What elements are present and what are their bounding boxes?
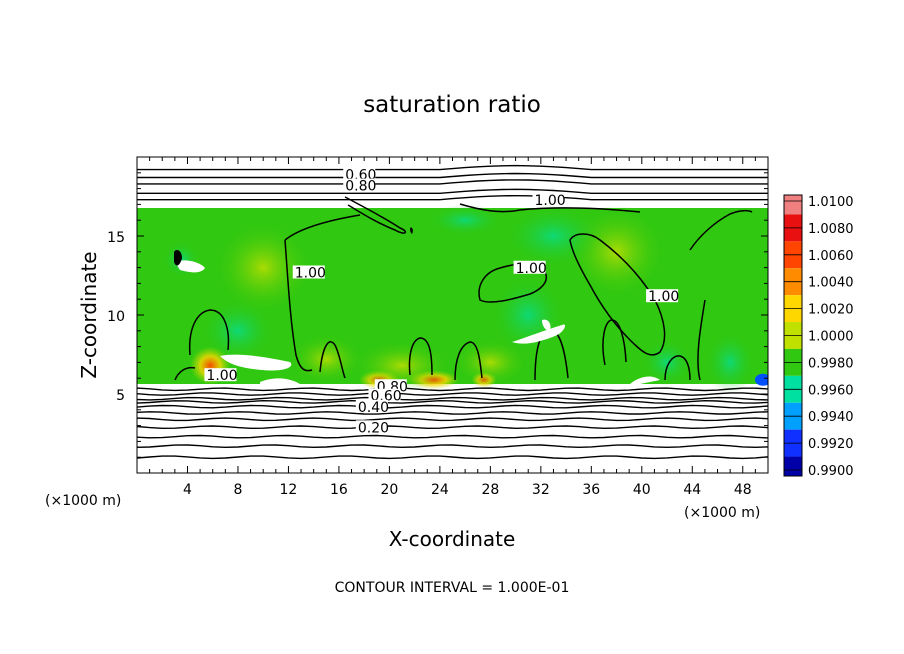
contour-line xyxy=(137,179,768,185)
white-patches xyxy=(175,260,660,386)
plot-area xyxy=(137,164,768,460)
field-blob xyxy=(452,338,529,387)
contour-path xyxy=(344,196,641,234)
contour-lines xyxy=(137,164,768,460)
x-tick-label: 40 xyxy=(633,482,651,498)
x-axis-ticks: 4 8 12 16 20 24 28 32 36 40 44 48 xyxy=(183,482,752,498)
y-tick-label: 10 xyxy=(107,309,125,325)
contour-label: 1.00 xyxy=(535,193,566,209)
colorbar-label: 1.0080 xyxy=(808,222,854,237)
field-blob xyxy=(704,330,756,394)
x-tick-label: 12 xyxy=(280,482,298,498)
x-tick-label: 8 xyxy=(233,482,242,498)
x-tick-label: 24 xyxy=(431,482,449,498)
y-unit-label: (×1000 m) xyxy=(45,493,121,509)
contour-line xyxy=(137,404,768,409)
contour-label-bg xyxy=(292,265,325,279)
colorbar-label: 0.9960 xyxy=(808,383,854,398)
contour-line xyxy=(137,387,768,392)
field-blob xyxy=(288,333,365,385)
contour-label: 0.40 xyxy=(358,400,389,416)
contour-line xyxy=(137,194,768,201)
field-blob xyxy=(427,204,503,236)
x-tick-label: 48 xyxy=(734,482,752,498)
contour-line xyxy=(137,399,768,404)
x-tick-label: 36 xyxy=(582,482,600,498)
contour-label: 0.80 xyxy=(345,179,376,195)
y-axis-label: Z-coordinate xyxy=(77,251,101,378)
colorbar-label: 0.9980 xyxy=(808,356,854,371)
contour-label: 1.00 xyxy=(206,368,237,384)
contour-line xyxy=(137,396,768,401)
contour-label: 1.00 xyxy=(648,289,679,305)
colorbar-label: 1.0040 xyxy=(808,276,854,291)
field-blob xyxy=(641,338,693,387)
contour-label-bg xyxy=(343,167,376,181)
x-unit-label: (×1000 m) xyxy=(684,505,760,521)
contour-line xyxy=(137,411,768,415)
colorbar-label: 1.0020 xyxy=(808,303,854,318)
contour-label-bg xyxy=(355,399,388,413)
contour-path xyxy=(689,209,753,381)
contour-line xyxy=(137,172,768,179)
contour-label-bg xyxy=(646,289,679,303)
colorbar: 1.0100 1.0080 1.0060 1.0040 1.0020 1.0000 0.99… xyxy=(783,194,854,479)
contour-label: 0.20 xyxy=(358,420,389,436)
contour-line xyxy=(137,417,768,422)
colorbar-label: 0.9940 xyxy=(808,410,854,425)
contour-label-bg xyxy=(343,178,376,192)
colorbar-swatch xyxy=(784,456,802,476)
contour-label-bg xyxy=(355,420,388,434)
contour-line xyxy=(137,434,768,439)
frame-ticks xyxy=(136,156,769,474)
contour-label-bg xyxy=(204,368,237,382)
contour-line xyxy=(137,188,768,194)
field-blob xyxy=(200,299,276,363)
chart-title: saturation ratio xyxy=(363,92,541,118)
contour-label-bg xyxy=(513,260,546,274)
x-tick-label: 20 xyxy=(380,482,398,498)
x-tick-label: 28 xyxy=(481,482,499,498)
y-tick-label: 15 xyxy=(107,230,125,246)
contour-line xyxy=(137,164,768,171)
colorbar-label: 1.0100 xyxy=(808,195,854,210)
black-patches xyxy=(174,227,413,266)
field-blob xyxy=(502,204,604,268)
x-tick-label: 16 xyxy=(330,482,348,498)
x-tick-label: 44 xyxy=(683,482,701,498)
colorbar-label: 0.9900 xyxy=(808,464,854,479)
colorbar-label: 1.0000 xyxy=(808,330,854,345)
contour-path xyxy=(319,337,433,379)
x-tick-label: 32 xyxy=(532,482,550,498)
contour-label: 1.00 xyxy=(516,261,547,277)
contour-line xyxy=(137,455,768,460)
contour-path xyxy=(284,214,361,372)
contour-interval-note: CONTOUR INTERVAL = 1.000E-01 xyxy=(335,580,570,596)
field-blob xyxy=(351,340,453,391)
contour-line xyxy=(137,444,768,449)
contour-path xyxy=(174,309,230,381)
contour-label-bg xyxy=(368,388,401,402)
x-tick-label: 4 xyxy=(183,482,192,498)
contour-path xyxy=(602,319,691,381)
colorbar-label: 1.0060 xyxy=(808,249,854,264)
y-tick-label: 5 xyxy=(116,388,125,404)
y-axis-ticks: 5 10 15 xyxy=(107,230,125,404)
cloud-contours xyxy=(174,196,753,381)
contour-label: 1.00 xyxy=(295,266,326,282)
contour-line xyxy=(137,392,768,396)
x-axis-label: X-coordinate xyxy=(389,527,516,551)
contour-path xyxy=(569,233,666,356)
colorbar-swatch xyxy=(784,195,802,215)
contour-label-bg xyxy=(532,192,565,206)
colorbar-label: 0.9920 xyxy=(808,437,854,452)
field-blob xyxy=(754,373,768,386)
contour-line xyxy=(137,425,768,430)
contour-labels: 0.600.801.001.00 1.001.001.000.800.600.40… xyxy=(204,167,679,436)
